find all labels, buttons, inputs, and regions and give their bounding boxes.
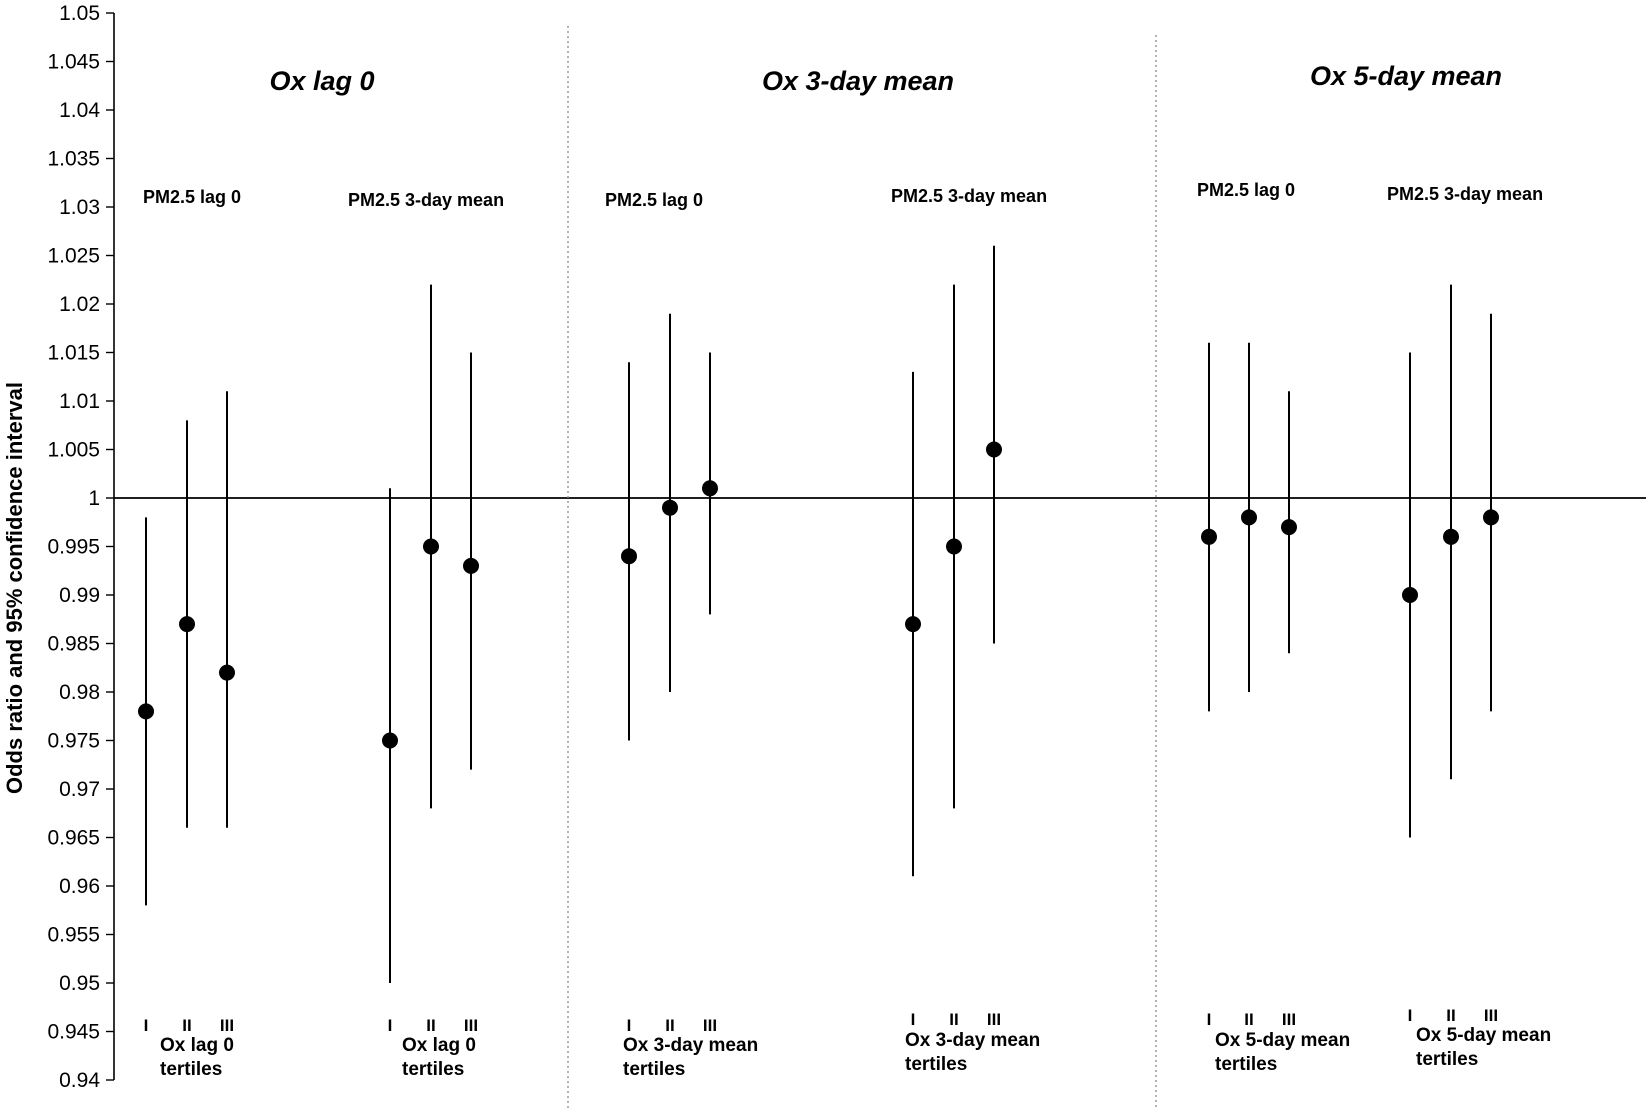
exposure-footer-label: Ox 3-day mean (905, 1030, 1040, 1051)
exposure-footer-label: Ox 5-day mean (1215, 1030, 1350, 1051)
y-tick-label: 0.945 (47, 1021, 100, 1044)
y-tick-label: 0.98 (59, 681, 100, 704)
tertile-label: I (388, 1016, 393, 1035)
y-tick-label: 0.985 (47, 633, 100, 656)
y-tick-label: 1.045 (47, 51, 100, 74)
panel-title: Ox 5-day mean (1310, 61, 1502, 91)
y-tick-label: 1.035 (47, 148, 100, 171)
odds-ratio-point (1483, 509, 1499, 526)
tertile-label: II (949, 1010, 958, 1029)
exposure-footer-label: Ox 3-day mean (623, 1035, 758, 1056)
odds-ratio-point (662, 499, 678, 516)
group-label: PM2.5 lag 0 (605, 190, 703, 210)
y-tick-label: 1.02 (59, 293, 100, 316)
odds-ratio-point (138, 703, 154, 720)
tertile-label: III (703, 1016, 717, 1035)
y-axis-label: Odds ratio and 95% confidence interval (2, 382, 27, 794)
tertile-label: III (987, 1010, 1001, 1029)
panel-title: Ox lag 0 (269, 66, 374, 96)
group-label: PM2.5 3-day mean (348, 190, 504, 210)
y-tick-label: 0.99 (59, 584, 100, 607)
y-tick-label: 1.01 (59, 390, 100, 413)
y-tick-label: 1 (88, 487, 100, 510)
group-label: PM2.5 3-day mean (891, 186, 1047, 206)
exposure-footer-label: tertiles (160, 1059, 222, 1080)
panel-title: Ox 3-day mean (762, 66, 954, 96)
odds-ratio-point (946, 538, 962, 555)
tertile-label: I (144, 1016, 149, 1035)
odds-ratio-point (621, 548, 637, 565)
tertile-label: III (1484, 1006, 1498, 1025)
y-tick-label: 0.965 (47, 827, 100, 850)
tertile-label: I (1408, 1006, 1413, 1025)
y-tick-label: 1.04 (59, 99, 100, 122)
y-tick-label: 1.03 (59, 196, 100, 219)
exposure-footer-label: tertiles (402, 1059, 464, 1080)
tertile-label: I (1207, 1010, 1212, 1029)
group-label: PM2.5 lag 0 (1197, 180, 1295, 200)
odds-ratio-point (382, 732, 398, 749)
tertile-label: I (911, 1010, 916, 1029)
odds-ratio-point (1443, 528, 1459, 545)
exposure-footer-label: tertiles (623, 1059, 685, 1080)
tertile-label: II (1446, 1006, 1455, 1025)
exposure-footer-label: tertiles (1416, 1049, 1478, 1070)
tertile-label: I (627, 1016, 632, 1035)
odds-ratio-point (423, 538, 439, 555)
odds-ratio-point (1281, 519, 1297, 536)
odds-ratio-point (986, 441, 1002, 458)
exposure-footer-label: tertiles (1215, 1054, 1277, 1075)
group-label: PM2.5 lag 0 (143, 187, 241, 207)
y-tick-label: 1.005 (47, 439, 100, 462)
exposure-footer-label: Ox lag 0 (402, 1035, 476, 1056)
y-tick-label: 0.995 (47, 536, 100, 559)
odds-ratio-point (1402, 587, 1418, 603)
y-tick-label: 1.025 (47, 245, 100, 268)
tertile-label: III (1282, 1010, 1296, 1029)
y-tick-label: 0.94 (59, 1069, 100, 1092)
y-axis: 0.94 0.945 0.95 0.955 0.96 0.965 0.97 0.975 0.98… (47, 2, 1646, 1092)
tertile-label: III (220, 1016, 234, 1035)
exposure-footer-label: Ox lag 0 (160, 1035, 234, 1056)
y-tick-label: 0.96 (59, 875, 100, 898)
tertile-label: II (426, 1016, 435, 1035)
y-tick-label: 0.955 (47, 924, 100, 947)
exposure-footer-label: Ox 5-day mean (1416, 1025, 1551, 1046)
odds-ratio-point (1201, 528, 1217, 545)
odds-ratio-point (702, 480, 718, 497)
tertile-label: III (464, 1016, 478, 1035)
exposure-footer-label: tertiles (905, 1054, 967, 1075)
odds-ratio-point (1241, 509, 1257, 526)
y-tick-label: 0.95 (59, 972, 100, 995)
y-tick-label: 1.015 (47, 342, 100, 365)
tertile-label: II (665, 1016, 674, 1035)
odds-ratio-point (179, 616, 195, 633)
group-label: PM2.5 3-day mean (1387, 184, 1543, 204)
odds-ratio-point (463, 557, 479, 574)
y-tick-label: 0.975 (47, 730, 100, 753)
y-tick-label: 0.97 (59, 778, 100, 801)
y-tick-label: 1.05 (59, 2, 100, 25)
odds-ratio-point (219, 664, 235, 681)
odds-ratio-point (905, 616, 921, 633)
tertile-label: II (182, 1016, 191, 1035)
tertile-label: II (1244, 1010, 1253, 1029)
